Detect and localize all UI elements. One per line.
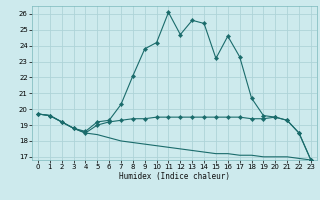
X-axis label: Humidex (Indice chaleur): Humidex (Indice chaleur)	[119, 172, 230, 181]
